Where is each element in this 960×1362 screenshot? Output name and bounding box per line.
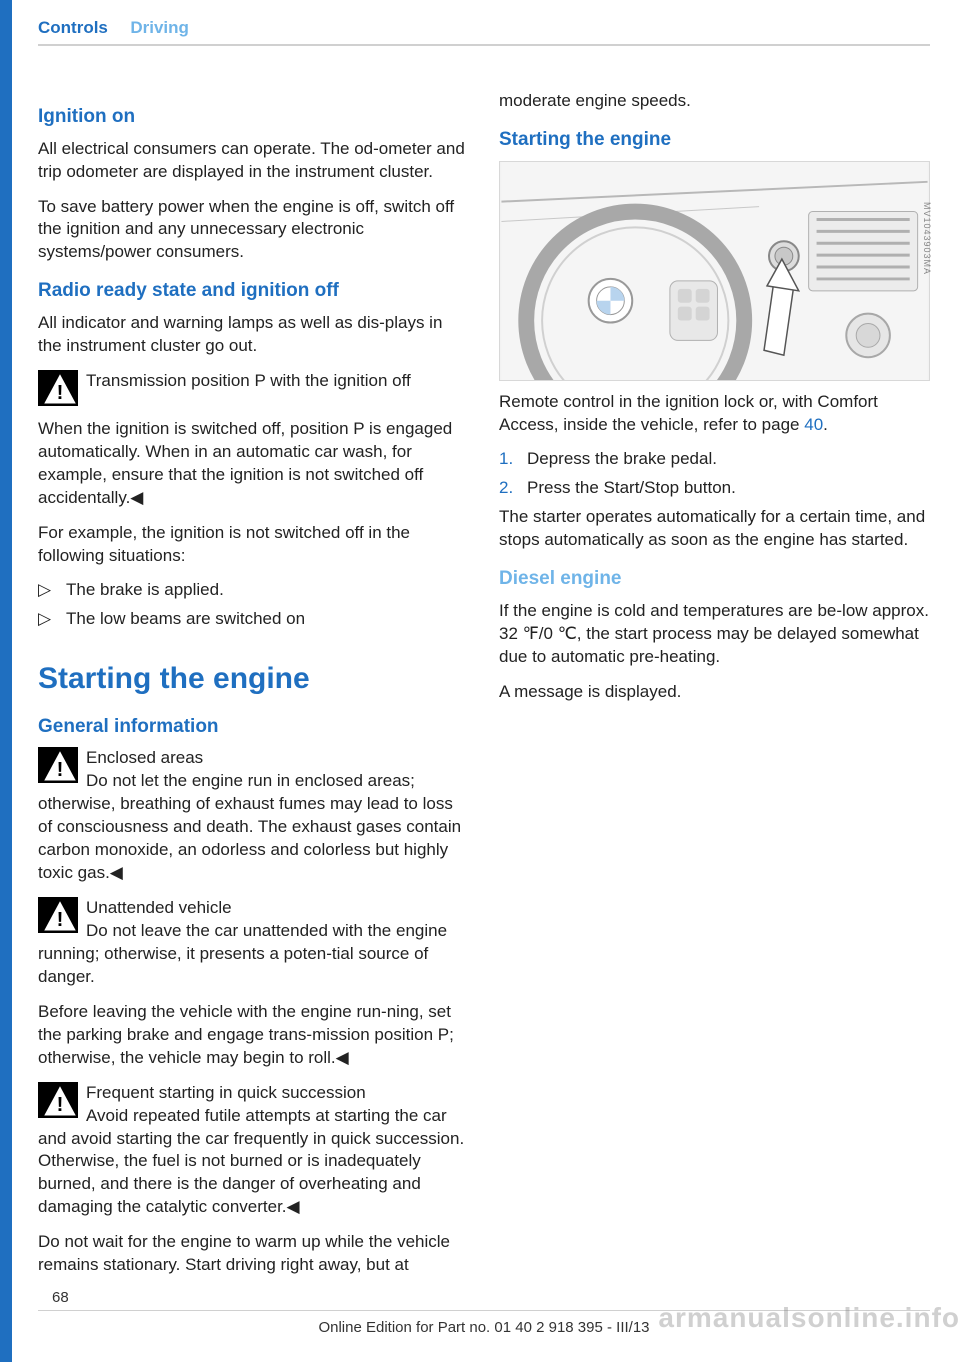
warning-body: Avoid repeated futile attempts at starti… [38, 1106, 464, 1217]
figure-code: MV1043903MA [921, 202, 933, 275]
heading-diesel-engine: Diesel engine [499, 566, 930, 592]
page-header: Controls Driving [38, 18, 930, 46]
para: To save battery power when the engine is… [38, 196, 469, 265]
page-number: 68 [52, 1289, 69, 1306]
warning-title: Transmission position P with the ignitio… [86, 371, 411, 390]
bullet-marker: ▷ [38, 608, 66, 631]
heading-starting-engine-sub: Starting the engine [499, 127, 930, 153]
numbered-item: 1. Depress the brake pedal. [499, 448, 930, 471]
warning-icon: ! [38, 897, 78, 933]
para: If the engine is cold and temperatures a… [499, 600, 930, 669]
num-text: Depress the brake pedal. [527, 448, 717, 471]
figure-svg [500, 162, 929, 380]
warning-title: Enclosed areas [86, 748, 203, 767]
heading-general-info: General information [38, 714, 469, 740]
para: Remote control in the ignition lock or, … [499, 391, 930, 437]
warning-body: Do not leave the car unattended with the… [38, 921, 447, 986]
side-strip [0, 0, 12, 1362]
warning-icon: ! [38, 370, 78, 406]
header-subsection: Driving [130, 18, 189, 37]
svg-text:!: ! [57, 1094, 64, 1116]
para: All indicator and warning lamps as well … [38, 312, 469, 358]
para: All electrical consumers can operate. Th… [38, 138, 469, 184]
warning-title: Unattended vehicle [86, 898, 232, 917]
figure-ignition-lock: MV1043903MA [499, 161, 930, 381]
para: Before leaving the vehicle with the engi… [38, 1001, 469, 1070]
warning-icon: ! [38, 747, 78, 783]
warning-icon: ! [38, 1082, 78, 1118]
para-text: . [823, 415, 828, 434]
page: Controls Driving Ignition on All electri… [0, 0, 960, 1362]
num-text: Press the Start/Stop button. [527, 477, 736, 500]
para: For example, the ignition is not switche… [38, 522, 469, 568]
warning-frequent-starting: ! Frequent starting in quick succession … [38, 1082, 469, 1220]
watermark: armanualsonline.info [658, 1302, 960, 1334]
page-reference[interactable]: 40 [804, 415, 823, 434]
heading-ignition-on: Ignition on [38, 104, 469, 130]
warning-body: Do not let the engine run in enclosed ar… [38, 771, 461, 882]
bullet-text: The brake is applied. [66, 579, 224, 602]
warning-title: Frequent starting in quick succession [86, 1083, 366, 1102]
heading-starting-engine-main: Starting the engine [38, 659, 469, 700]
content-columns: Ignition on All electrical consumers can… [38, 90, 930, 1282]
para: The starter operates automatically for a… [499, 506, 930, 552]
bullet-text: The low beams are switched on [66, 608, 305, 631]
header-section: Controls [38, 18, 108, 37]
svg-text:!: ! [57, 909, 64, 931]
heading-radio-ready: Radio ready state and ignition off [38, 278, 469, 304]
para: A message is displayed. [499, 681, 930, 704]
svg-text:!: ! [57, 759, 64, 781]
num-marker: 1. [499, 448, 527, 471]
num-marker: 2. [499, 477, 527, 500]
warning-transmission-p: ! Transmission position P with the ignit… [38, 370, 469, 406]
warning-unattended-vehicle: ! Unattended vehicle Do not leave the ca… [38, 897, 469, 989]
numbered-item: 2. Press the Start/Stop button. [499, 477, 930, 500]
svg-text:!: ! [57, 382, 64, 404]
para: When the ignition is switched off, posit… [38, 418, 469, 510]
bullet-item: ▷ The brake is applied. [38, 579, 469, 602]
warning-enclosed-areas: ! Enclosed areas Do not let the engine r… [38, 747, 469, 885]
bullet-marker: ▷ [38, 579, 66, 602]
bullet-item: ▷ The low beams are switched on [38, 608, 469, 631]
